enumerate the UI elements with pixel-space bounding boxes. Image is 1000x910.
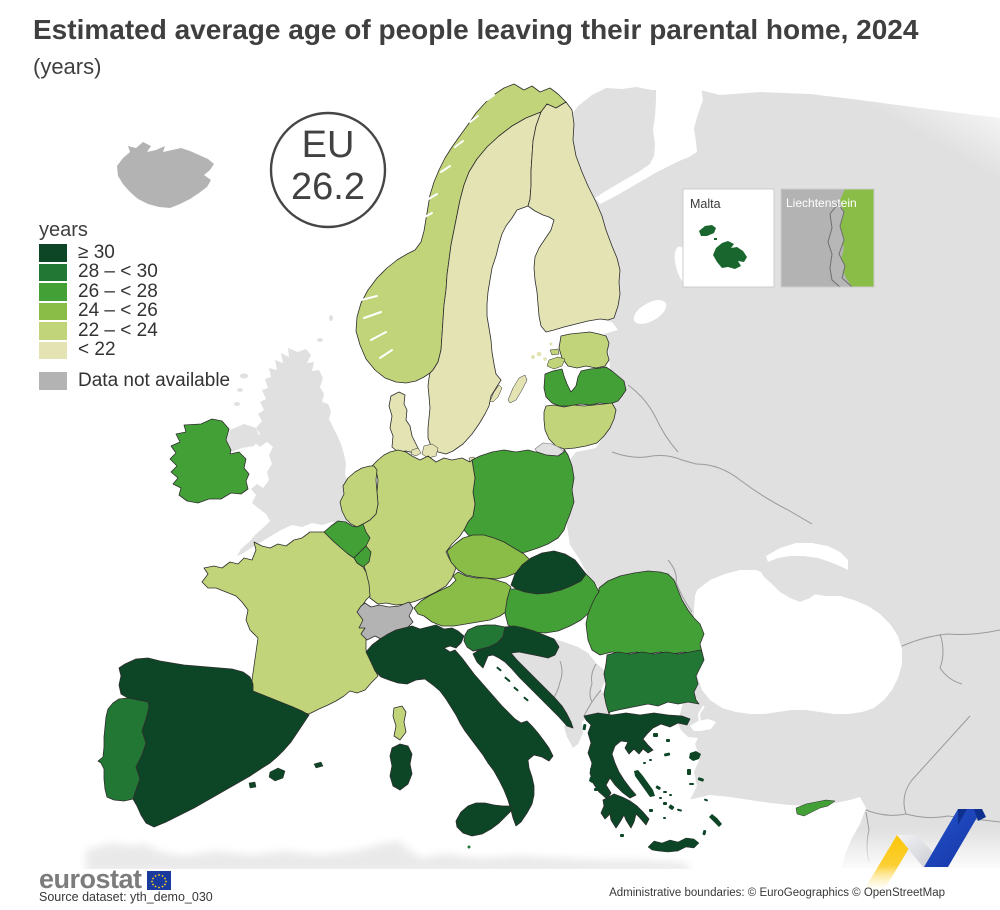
svg-text:Liechtenstein: Liechtenstein [786,196,857,210]
svg-text:EU: EU [302,124,355,166]
svg-text:26.2: 26.2 [291,166,365,208]
svg-text:Malta: Malta [690,197,721,211]
